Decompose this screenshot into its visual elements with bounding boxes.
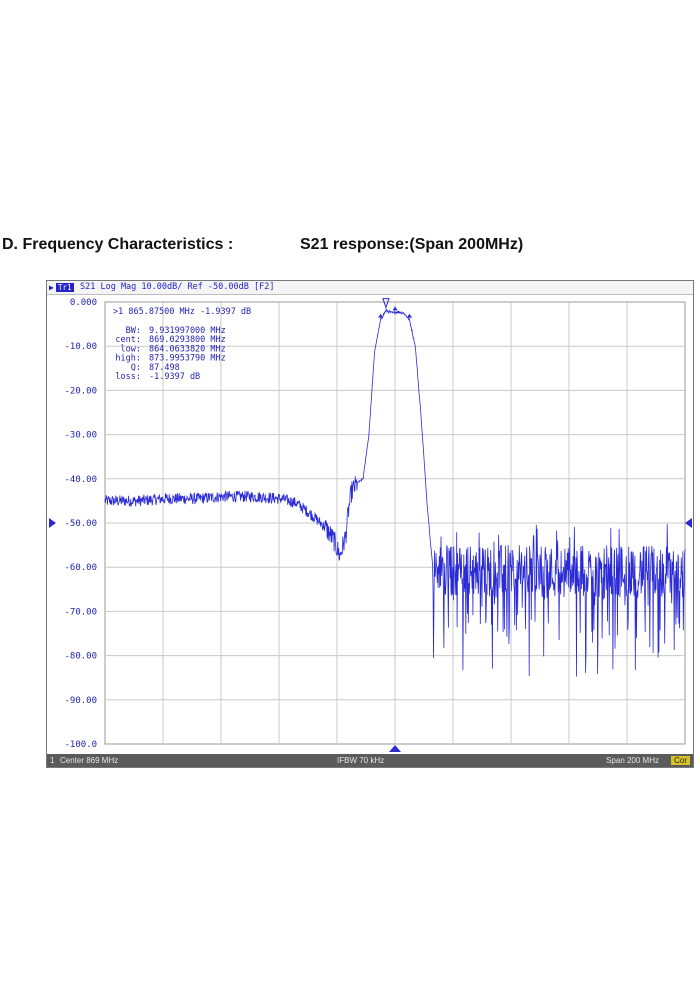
bw-stat-value: -1.9397 dB	[149, 372, 200, 382]
bw-stat-value: 87.498	[149, 363, 180, 373]
response-subtitle: S21 response:(Span 200MHz)	[300, 236, 524, 253]
y-tick-label: -80.00	[64, 652, 97, 662]
y-tick-label: -90.00	[64, 696, 97, 706]
y-tick-label: 0.000	[70, 298, 97, 308]
y-tick-label: -30.00	[64, 431, 97, 441]
y-tick-label: -40.00	[64, 475, 97, 485]
y-tick-label: -70.00	[64, 607, 97, 617]
bw-stat-label: loss:	[115, 372, 141, 382]
reference-left-arrow-icon	[49, 518, 56, 528]
status-center: Center 869 MHz	[60, 756, 119, 765]
s21-plot: 0.000 -10.00 -20.00 -30.00 -40.00 -50.00 -60.0…	[49, 298, 692, 752]
y-tick-label: -10.00	[64, 342, 97, 352]
trace-header: ▶ Tr1 S21 Log Mag 10.00dB/ Ref -50.00dB …	[47, 281, 693, 295]
status-ifbw: IFBW 70 kHz	[337, 756, 385, 765]
bw-stat-label: high:	[115, 354, 141, 364]
bw-stat-label: Q:	[131, 363, 141, 373]
y-tick-label: -50.00	[64, 519, 97, 529]
bw-stat-value: 864.0633820 MHz	[149, 344, 226, 354]
y-tick-label: -20.00	[64, 386, 97, 396]
trace-label: S21 Log Mag 10.00dB/ Ref -50.00dB [F2]	[80, 282, 275, 292]
center-frequency-marker-icon	[389, 745, 401, 752]
status-channel: 1	[50, 756, 55, 765]
marker-readout: >1 865.87500 MHz -1.9397 dB	[113, 307, 251, 317]
bw-stat-value: 869.0293800 MHz	[149, 335, 226, 345]
status-span: Span 200 MHz	[606, 756, 659, 765]
bw-stat-value: 9.931997000 MHz	[149, 326, 226, 336]
status-cor-badge: Cor	[671, 756, 690, 765]
reference-right-arrow-icon	[685, 518, 692, 528]
bw-stat-label: low:	[121, 344, 141, 354]
bandwidth-marker-icon	[406, 313, 412, 318]
active-trace-arrow-icon: ▶	[49, 283, 54, 292]
trace-badge[interactable]: Tr1	[56, 283, 74, 292]
bw-stat-value: 873.9953790 MHz	[149, 354, 226, 364]
page-heading: D. Frequency Characteristics : S21 respo…	[2, 236, 662, 260]
bandwidth-marker-icon	[378, 313, 384, 318]
bw-stat-label: BW:	[126, 326, 141, 336]
bandwidth-marker-icon	[392, 306, 398, 311]
bw-stat-label: cent:	[115, 335, 141, 345]
section-title: D. Frequency Characteristics :	[2, 236, 234, 253]
status-bar: 1 Center 869 MHz IFBW 70 kHz Span 200 MH…	[47, 754, 693, 767]
network-analyzer-screen: 0.000 -10.00 -20.00 -30.00 -40.00 -50.00 -60.0…	[46, 280, 694, 768]
y-tick-label: -100.0	[64, 740, 97, 750]
s21-trace-line	[104, 308, 686, 677]
marker-1-icon	[382, 298, 390, 310]
y-tick-label: -60.00	[64, 563, 97, 573]
